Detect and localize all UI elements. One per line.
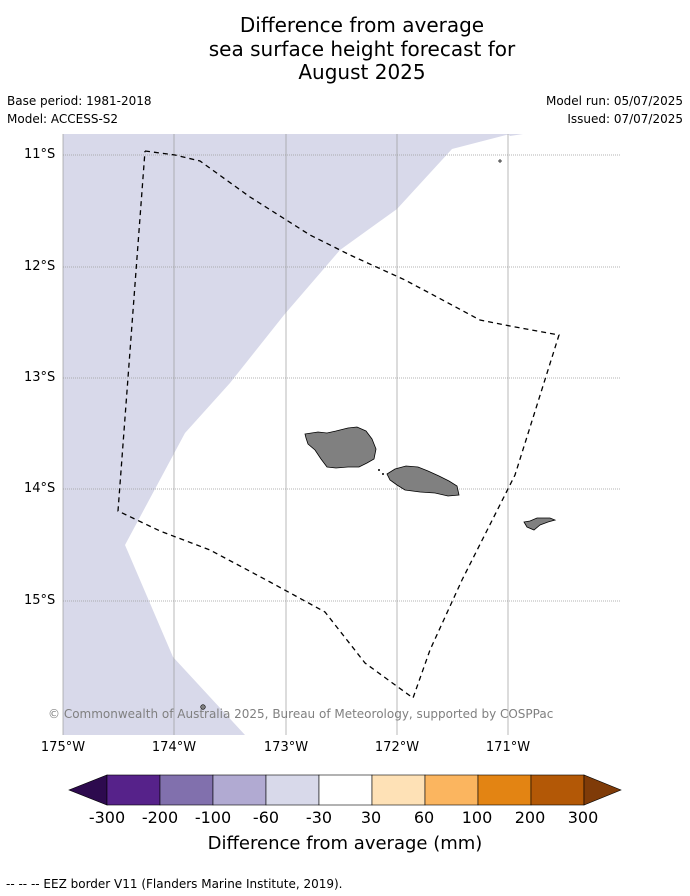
colorbar-bin-1 [106,774,161,806]
colorbar-tick: -200 [141,808,179,827]
colorbar-tick: 100 [461,808,493,827]
model-name: Model: ACCESS-S2 [7,112,119,126]
islet-north [498,159,502,163]
gridlines [62,134,620,735]
anomaly-region-west [63,134,510,735]
issued-date: Issued: 07/07/2025 [567,112,683,126]
colorbar-tick: -30 [305,808,333,827]
colorbar-tick: 200 [514,808,546,827]
islet-manono [378,469,380,471]
lat-label-12s: 12°S [24,259,56,274]
tutuila-island [523,517,557,531]
colorbar-bin-6 [371,774,426,806]
colorbar [68,774,622,806]
colorbar-bin-4 [265,774,320,806]
model-run: Model run: 05/07/2025 [545,94,683,108]
islet-southwest [200,704,206,710]
colorbar-bin-5 [318,774,373,806]
colorbar-tick: 30 [360,808,382,827]
anomaly-region-northeast [508,134,523,136]
colorbar-extend-low [68,774,108,806]
colorbar-tick: -100 [194,808,232,827]
lat-label-11s: 11°S [24,147,56,162]
colorbar-bin-3 [212,774,267,806]
colorbar-label: Difference from average (mm) [207,833,483,854]
lon-label-173w: 173°W [263,740,309,755]
map-title: Difference from average sea surface heig… [0,13,690,85]
eez-border [117,150,560,700]
lat-label-14s: 14°S [24,481,56,496]
colorbar-tick: 60 [413,808,435,827]
base-period: Base period: 1981-2018 [7,94,152,108]
title-line-3: August 2025 [298,60,426,84]
lat-label-15s: 15°S [24,593,56,608]
colorbar-extend-high [583,774,622,806]
title-line-2: sea surface height forecast for [208,36,516,61]
lon-label-172w: 172°W [374,740,420,755]
lon-label-174w: 174°W [151,740,197,755]
colorbar-bin-9 [530,774,585,806]
lat-label-13s: 13°S [24,370,56,385]
colorbar-bin-8 [477,774,532,806]
eez-legend: -- -- -- EEZ border V11 (Flanders Marine… [6,877,343,891]
colorbar-bin-2 [159,774,214,806]
colorbar-tick: -300 [88,808,126,827]
lon-label-175w: 175°W [40,740,86,755]
upolu-island [386,465,460,497]
colorbar-bin-7 [424,774,479,806]
title-line-1: Difference from average [239,13,485,37]
islet-apolima [382,473,384,475]
lon-label-171w: 171°W [485,740,531,755]
colorbar-tick: -60 [252,808,280,827]
copyright-notice: © Commonwealth of Australia 2025, Bureau… [48,707,554,721]
colorbar-tick: 300 [567,808,599,827]
savaii-island [304,426,377,469]
